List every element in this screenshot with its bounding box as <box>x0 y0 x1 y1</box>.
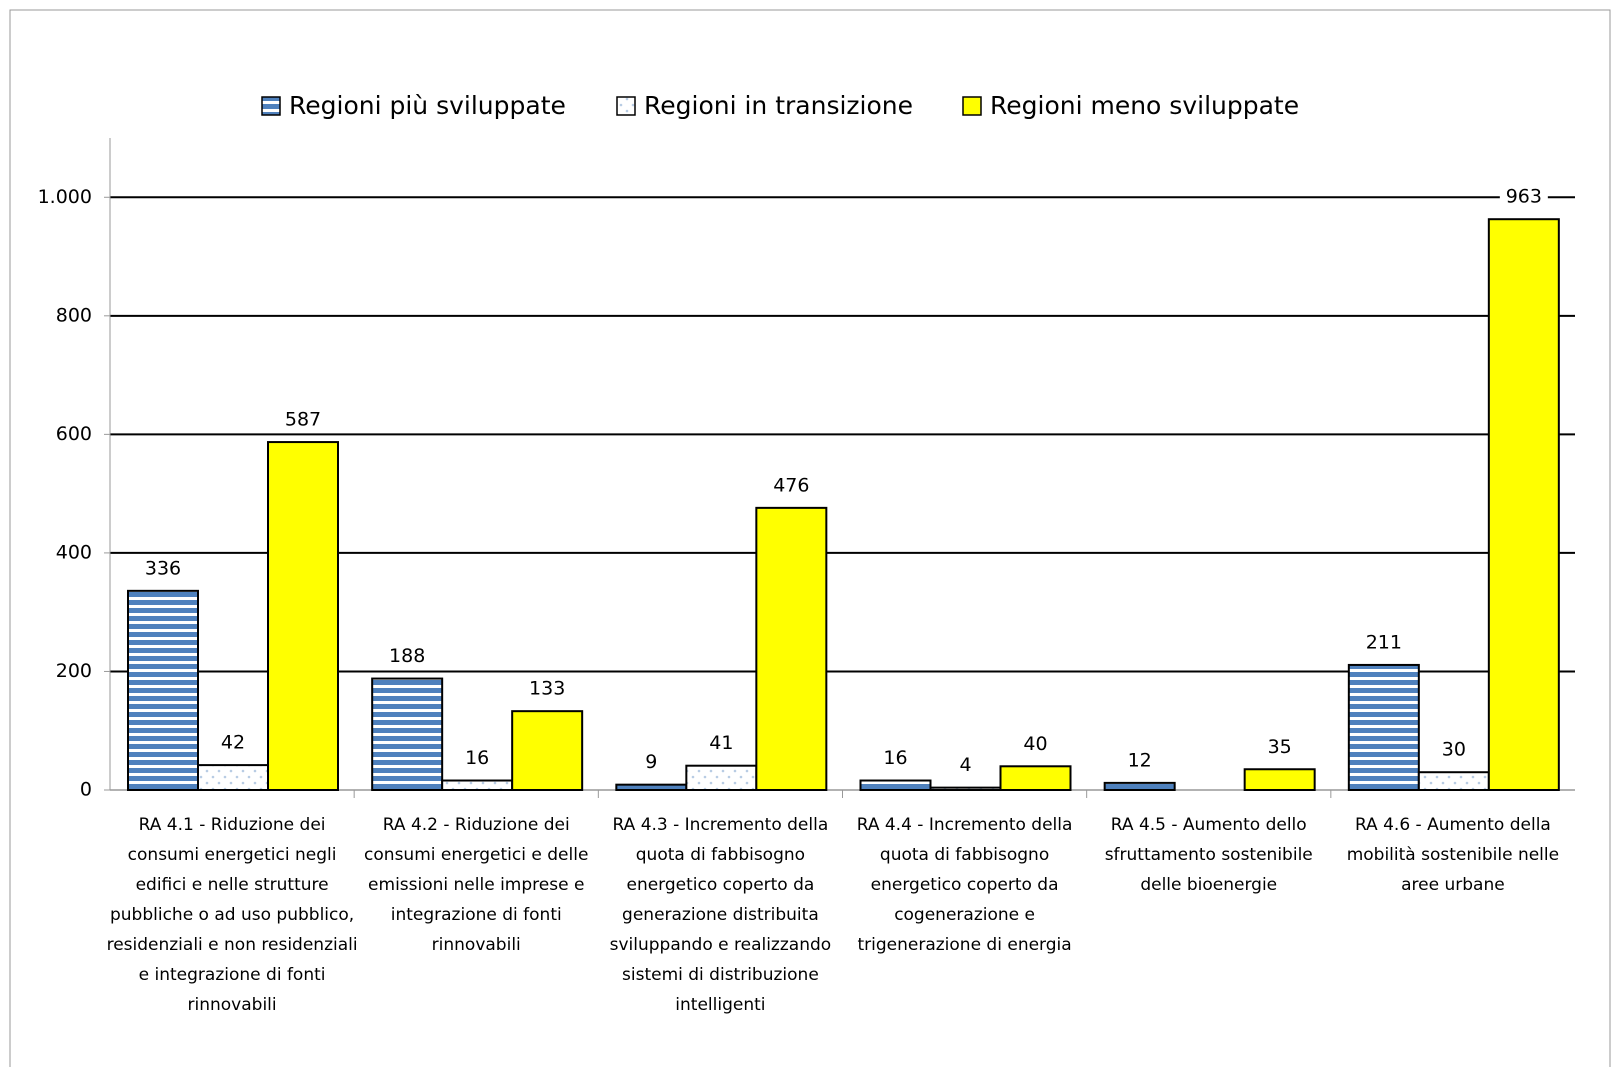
legend-swatch <box>616 96 636 116</box>
legend-swatch <box>261 96 281 116</box>
bar <box>615 783 688 792</box>
x-tick-label: RA 4.5 - Aumento dello sfruttamento sost… <box>1104 815 1313 895</box>
legend-label: Regioni più sviluppate <box>289 91 566 120</box>
value-label-bg <box>1255 733 1304 760</box>
value-label: 12 <box>1128 749 1152 771</box>
value-label: 41 <box>709 732 733 754</box>
bar <box>1417 771 1490 792</box>
bar <box>1103 781 1176 791</box>
value-label-bg <box>453 744 502 771</box>
bar <box>755 506 828 791</box>
x-tick-label: RA 4.4 - Incremento della quota di fabbi… <box>856 815 1073 955</box>
bar <box>197 764 269 792</box>
y-tick-label: 600 <box>56 423 92 445</box>
value-label: 16 <box>883 747 907 769</box>
x-tick-label: RA 4.6 - Aumento della mobilità sostenib… <box>1346 815 1560 895</box>
x-tick-label-box: RA 4.4 - Incremento della quota di fabbi… <box>856 815 1073 955</box>
y-tick-label: 400 <box>56 541 92 563</box>
x-tick-label-box: RA 4.3 - Incremento della quota di fabbi… <box>609 815 832 1015</box>
value-label: 42 <box>221 732 245 754</box>
x-tick-label-box: RA 4.5 - Aumento dello sfruttamento sost… <box>1104 815 1313 895</box>
value-label-bg <box>383 642 432 669</box>
value-label: 16 <box>465 747 489 769</box>
bar <box>441 779 514 791</box>
value-label: 30 <box>1442 739 1466 761</box>
value-label: 40 <box>1023 733 1047 755</box>
value-label: 188 <box>389 645 425 667</box>
value-label: 35 <box>1268 736 1292 758</box>
value-label-bg <box>209 729 257 756</box>
y-tick-label: 200 <box>56 660 92 682</box>
x-tick-label: RA 4.2 - Riduzione dei consumi energetic… <box>364 815 589 955</box>
value-label-bg <box>279 406 327 433</box>
bar <box>511 710 584 792</box>
value-label: 963 <box>1506 186 1542 208</box>
bar <box>1347 663 1420 792</box>
value-label-bg <box>523 675 572 702</box>
bar <box>1243 768 1316 791</box>
bar <box>1487 218 1560 792</box>
value-label: 336 <box>145 557 181 579</box>
value-label: 9 <box>645 751 657 773</box>
value-label: 587 <box>285 409 321 431</box>
value-label-bg <box>941 751 990 778</box>
value-label: 4 <box>959 754 971 776</box>
bar <box>371 677 444 791</box>
x-tick-label-box: RA 4.1 - Riduzione dei consumi energetic… <box>106 815 358 1015</box>
value-label-bg <box>1115 746 1164 773</box>
value-label-bg <box>767 471 816 498</box>
value-label: 476 <box>773 474 809 496</box>
legend-swatch <box>962 96 982 116</box>
y-tick-label: 0 <box>80 779 92 801</box>
bar <box>127 589 199 791</box>
x-tick-label-box: RA 4.6 - Aumento della mobilità sostenib… <box>1346 815 1560 895</box>
bar <box>859 779 932 791</box>
y-tick-label: 1.000 <box>38 186 92 208</box>
x-tick-label-box: RA 4.2 - Riduzione dei consumi energetic… <box>364 815 589 955</box>
value-label-bg <box>627 748 676 775</box>
value-label: 133 <box>529 678 565 700</box>
bar <box>685 764 758 791</box>
legend-label: Regioni meno sviluppate <box>990 91 1299 120</box>
bar <box>999 765 1072 791</box>
x-tick-label: RA 4.1 - Riduzione dei consumi energetic… <box>106 815 358 1015</box>
value-label-bg <box>1011 730 1060 757</box>
value-label-bg <box>871 744 920 771</box>
value-label-bg <box>1499 183 1548 210</box>
value-label-bg <box>1429 736 1478 763</box>
bar <box>929 786 1002 791</box>
value-label-bg <box>697 729 746 756</box>
legend-label: Regioni in transizione <box>644 91 913 120</box>
y-tick-label: 800 <box>56 304 92 326</box>
x-tick-label: RA 4.3 - Incremento della quota di fabbi… <box>609 815 832 1015</box>
bar <box>267 441 339 791</box>
value-label-bg <box>139 554 187 581</box>
value-label: 211 <box>1366 631 1402 653</box>
value-label-bg <box>1359 628 1408 655</box>
